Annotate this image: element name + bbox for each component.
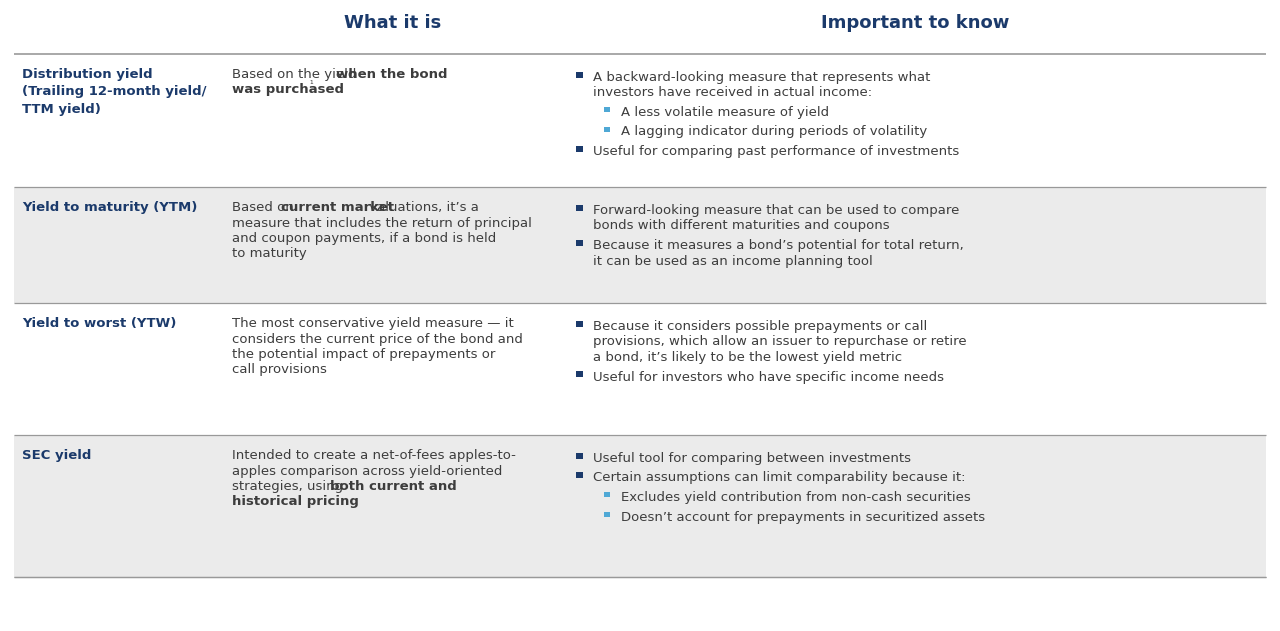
Text: historical pricing: historical pricing bbox=[232, 495, 358, 509]
Text: current market: current market bbox=[282, 201, 394, 214]
Text: Intended to create a net-of-fees apples-to-: Intended to create a net-of-fees apples-… bbox=[232, 449, 516, 462]
Text: both current and: both current and bbox=[330, 480, 457, 493]
Text: Important to know: Important to know bbox=[822, 14, 1010, 32]
Text: A less volatile measure of yield: A less volatile measure of yield bbox=[621, 106, 829, 119]
Text: Yield to maturity (YTM): Yield to maturity (YTM) bbox=[22, 201, 197, 214]
Text: it can be used as an income planning tool: it can be used as an income planning too… bbox=[593, 254, 873, 268]
Bar bbox=[604, 127, 611, 132]
Bar bbox=[576, 146, 582, 151]
Bar bbox=[14, 435, 1266, 577]
Text: call provisions: call provisions bbox=[232, 363, 326, 377]
Text: A lagging indicator during periods of volatility: A lagging indicator during periods of vo… bbox=[621, 126, 927, 138]
Bar bbox=[604, 512, 611, 517]
Bar bbox=[14, 187, 1266, 303]
Bar bbox=[604, 107, 611, 112]
Text: The most conservative yield measure — it: The most conservative yield measure — it bbox=[232, 317, 513, 330]
Bar bbox=[576, 371, 582, 377]
Text: Because it considers possible prepayments or call: Because it considers possible prepayment… bbox=[593, 320, 927, 333]
Text: the potential impact of prepayments or: the potential impact of prepayments or bbox=[232, 348, 495, 361]
Text: bonds with different maturities and coupons: bonds with different maturities and coup… bbox=[593, 220, 890, 232]
Text: Based on the yield: Based on the yield bbox=[232, 68, 361, 81]
Text: SEC yield: SEC yield bbox=[22, 449, 91, 462]
Text: ¹: ¹ bbox=[310, 80, 314, 89]
Text: a bond, it’s likely to be the lowest yield metric: a bond, it’s likely to be the lowest yie… bbox=[593, 351, 902, 364]
Text: Useful for investors who have specific income needs: Useful for investors who have specific i… bbox=[593, 370, 945, 384]
Text: to maturity: to maturity bbox=[232, 247, 307, 261]
Text: Useful tool for comparing between investments: Useful tool for comparing between invest… bbox=[593, 452, 911, 465]
Text: A backward-looking measure that represents what: A backward-looking measure that represen… bbox=[593, 71, 931, 84]
Bar bbox=[576, 472, 582, 478]
Text: investors have received in actual income:: investors have received in actual income… bbox=[593, 86, 872, 100]
Bar bbox=[576, 72, 582, 78]
Text: Because it measures a bond’s potential for total return,: Because it measures a bond’s potential f… bbox=[593, 239, 964, 252]
Text: Distribution yield
(Trailing 12-month yield/
TTM yield): Distribution yield (Trailing 12-month yi… bbox=[22, 68, 206, 116]
Text: Doesn’t account for prepayments in securitized assets: Doesn’t account for prepayments in secur… bbox=[621, 510, 986, 524]
Text: provisions, which allow an issuer to repurchase or retire: provisions, which allow an issuer to rep… bbox=[593, 336, 966, 348]
Bar bbox=[576, 321, 582, 327]
Text: was purchased: was purchased bbox=[232, 83, 344, 97]
Bar bbox=[576, 240, 582, 245]
Text: Forward-looking measure that can be used to compare: Forward-looking measure that can be used… bbox=[593, 204, 960, 217]
Bar bbox=[14, 54, 1266, 187]
Text: and coupon payments, if a bond is held: and coupon payments, if a bond is held bbox=[232, 232, 497, 245]
Bar bbox=[14, 8, 1266, 52]
Text: Certain assumptions can limit comparability because it:: Certain assumptions can limit comparabil… bbox=[593, 471, 965, 485]
Text: measure that includes the return of principal: measure that includes the return of prin… bbox=[232, 216, 532, 230]
Text: when the bond: when the bond bbox=[335, 68, 447, 81]
Bar bbox=[576, 452, 582, 459]
Text: What it is: What it is bbox=[344, 14, 442, 32]
Bar bbox=[576, 204, 582, 211]
Text: strategies, using: strategies, using bbox=[232, 480, 347, 493]
Text: apples comparison across yield-oriented: apples comparison across yield-oriented bbox=[232, 464, 502, 478]
Text: Based on: Based on bbox=[232, 201, 298, 214]
Bar bbox=[604, 492, 611, 497]
Text: Useful for comparing past performance of investments: Useful for comparing past performance of… bbox=[593, 145, 959, 158]
Text: Excludes yield contribution from non-cash securities: Excludes yield contribution from non-cas… bbox=[621, 491, 970, 504]
Text: Yield to worst (YTW): Yield to worst (YTW) bbox=[22, 317, 177, 330]
Text: valuations, it’s a: valuations, it’s a bbox=[365, 201, 479, 214]
Text: considers the current price of the bond and: considers the current price of the bond … bbox=[232, 333, 522, 346]
Bar bbox=[14, 303, 1266, 435]
